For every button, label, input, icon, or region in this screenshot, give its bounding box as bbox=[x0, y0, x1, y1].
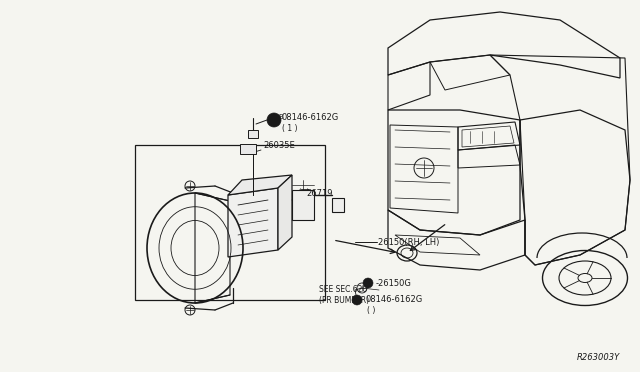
Circle shape bbox=[267, 113, 281, 127]
Text: -26150G: -26150G bbox=[376, 279, 412, 288]
Text: (FR BUMPER): (FR BUMPER) bbox=[319, 295, 369, 305]
Circle shape bbox=[363, 278, 373, 288]
Bar bbox=[135, 145, 325, 300]
Text: B: B bbox=[278, 114, 284, 120]
Text: B: B bbox=[271, 117, 276, 123]
Polygon shape bbox=[278, 175, 292, 250]
Text: 26719: 26719 bbox=[306, 189, 333, 198]
Text: B: B bbox=[366, 280, 370, 285]
Polygon shape bbox=[228, 188, 278, 257]
Bar bbox=[248, 130, 258, 138]
Text: 08146-6162G: 08146-6162G bbox=[282, 112, 339, 122]
Bar bbox=[332, 198, 344, 212]
Bar bbox=[240, 144, 256, 154]
Polygon shape bbox=[228, 175, 292, 195]
Text: 08146-6162G: 08146-6162G bbox=[365, 295, 422, 305]
Text: ( 1 ): ( 1 ) bbox=[282, 124, 298, 132]
Bar bbox=[292, 190, 314, 220]
Circle shape bbox=[352, 295, 362, 305]
Text: 26150(RH, LH): 26150(RH, LH) bbox=[378, 237, 440, 247]
Text: ( ): ( ) bbox=[367, 305, 376, 314]
Text: 26035E: 26035E bbox=[263, 141, 295, 150]
Text: R263003Y: R263003Y bbox=[577, 353, 620, 362]
Text: SEE SEC.620: SEE SEC.620 bbox=[319, 285, 367, 295]
Text: B: B bbox=[355, 298, 359, 302]
